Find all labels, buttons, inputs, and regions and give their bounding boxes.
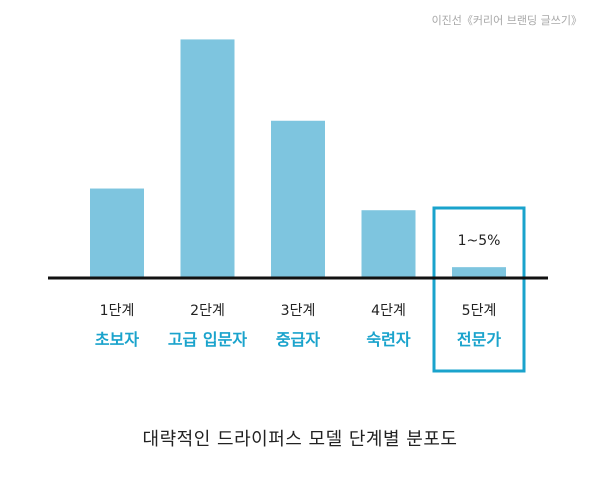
stage-name-5: 전문가 — [457, 330, 501, 349]
annotation-label: 1~5% — [458, 233, 501, 249]
tick-label-1: 1단계 — [100, 303, 135, 319]
tick-label-5: 5단계 — [462, 303, 497, 319]
stage-name-4: 숙련자 — [366, 330, 410, 349]
stage-name-3: 중급자 — [276, 330, 320, 349]
stage-name-1: 초보자 — [95, 330, 139, 349]
tick-label-4: 4단계 — [371, 303, 406, 319]
bar-3 — [271, 120, 325, 278]
bar-1 — [90, 188, 144, 278]
bar-4 — [361, 210, 416, 278]
chart-caption: 대략적인 드라이퍼스 모델 단계별 분포도 — [142, 429, 458, 450]
tick-label-3: 3단계 — [281, 303, 316, 319]
stage-name-2: 고급 입문자 — [168, 330, 247, 349]
bar-2 — [180, 39, 235, 278]
source-credit: 이진선《커리어 브랜딩 글쓰기》 — [431, 14, 582, 27]
highlight-box — [432, 206, 526, 373]
tick-label-2: 2단계 — [190, 303, 225, 319]
bar-5 — [452, 267, 506, 278]
